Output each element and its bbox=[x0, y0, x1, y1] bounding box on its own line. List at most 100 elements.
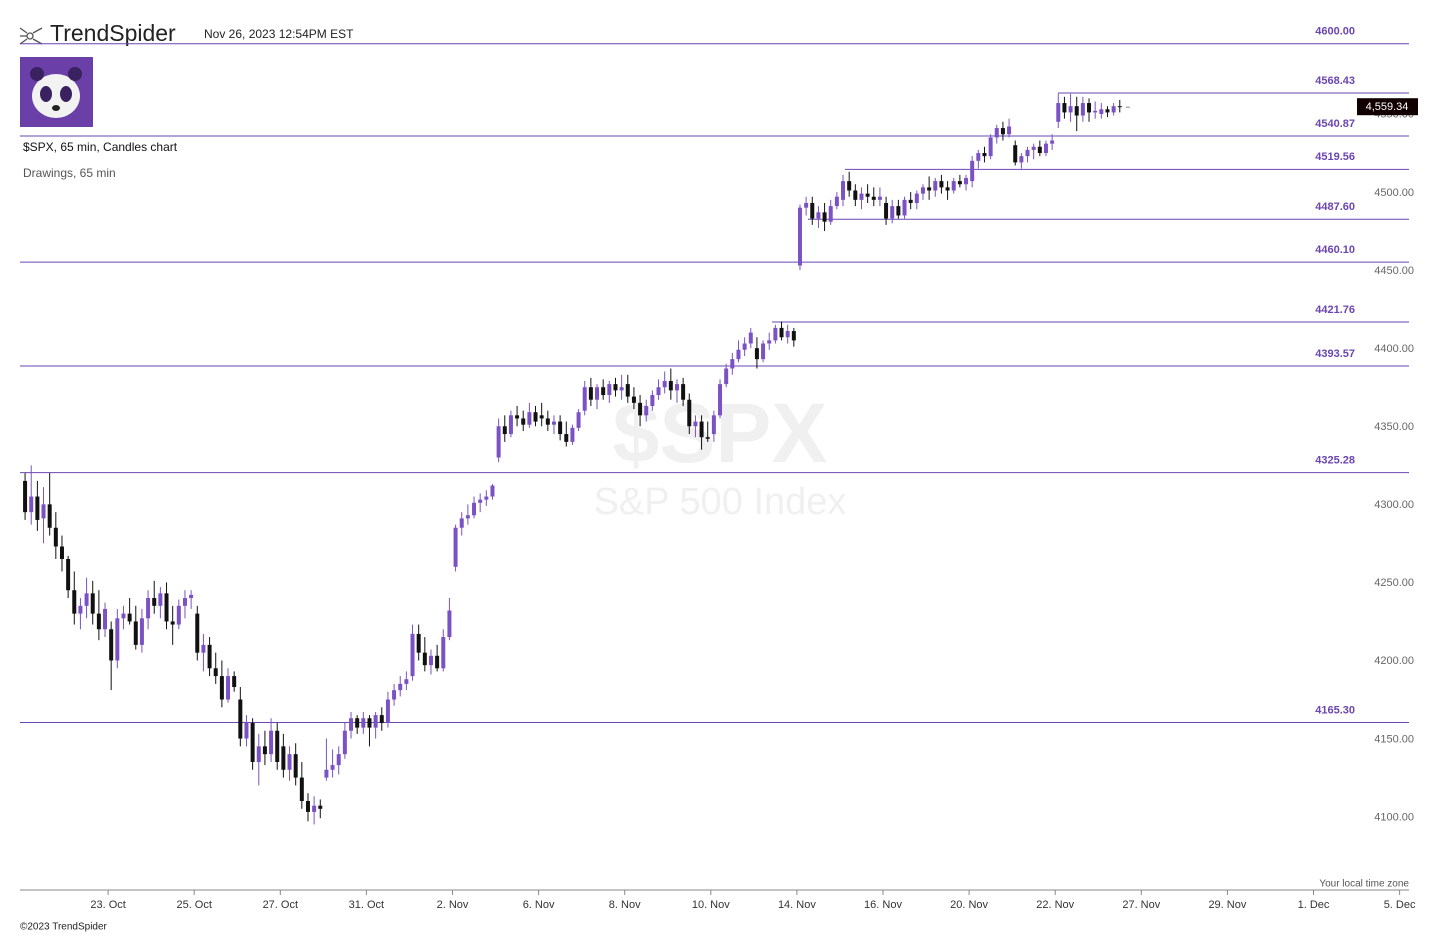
candle-body bbox=[902, 199, 907, 216]
candle-body bbox=[570, 427, 575, 442]
y-tick-label: 4250.00 bbox=[1374, 577, 1414, 589]
candle-body bbox=[299, 777, 304, 801]
candle-body bbox=[29, 496, 34, 513]
last-price-tag bbox=[1357, 98, 1418, 116]
candle-body bbox=[650, 395, 655, 406]
candle-body bbox=[736, 349, 741, 360]
candle-body bbox=[330, 765, 335, 770]
candle-body bbox=[1080, 103, 1085, 116]
y-tick-label: 4500.00 bbox=[1374, 187, 1414, 199]
candle-body bbox=[890, 206, 895, 219]
candle-body bbox=[164, 593, 169, 622]
level-label: 4519.56 bbox=[1315, 151, 1355, 163]
candle-body bbox=[871, 196, 876, 200]
watermark-name: S&P 500 Index bbox=[594, 481, 847, 523]
candle-body bbox=[644, 405, 649, 416]
candle-body bbox=[508, 415, 513, 435]
footer: ©2023 TrendSpider bbox=[20, 922, 108, 933]
candle-body bbox=[877, 196, 882, 200]
candle-body bbox=[1074, 106, 1079, 116]
candle-body bbox=[146, 598, 151, 619]
candle-body bbox=[933, 181, 938, 191]
candle-body bbox=[779, 327, 784, 338]
candle-body bbox=[416, 633, 421, 653]
candle-body bbox=[269, 730, 274, 755]
candle-body bbox=[964, 178, 969, 185]
candle-body bbox=[115, 618, 120, 661]
candle-body bbox=[668, 380, 673, 391]
candle-body bbox=[1031, 146, 1036, 150]
y-tick-label: 4150.00 bbox=[1374, 733, 1414, 745]
candle-body bbox=[834, 196, 839, 207]
candle-body bbox=[96, 613, 101, 630]
candle-body bbox=[84, 593, 89, 606]
x-tick-label: 6. Nov bbox=[523, 899, 555, 911]
candle-body bbox=[244, 722, 249, 739]
x-tick-label: 16. Nov bbox=[864, 899, 902, 911]
candle-body bbox=[656, 387, 661, 396]
candle-body bbox=[1087, 103, 1092, 113]
candle-body bbox=[822, 212, 827, 222]
candle-body bbox=[1013, 145, 1018, 163]
candle-body bbox=[1025, 149, 1030, 157]
candle-body bbox=[988, 137, 993, 157]
candle-body bbox=[226, 676, 231, 700]
brand: TrendSpider bbox=[50, 20, 176, 46]
candle-body bbox=[385, 699, 390, 723]
candle-body bbox=[78, 605, 83, 614]
candle-body bbox=[687, 399, 692, 427]
candle-body bbox=[545, 418, 550, 425]
candle-body bbox=[533, 412, 538, 422]
candle-body bbox=[847, 181, 852, 191]
candle-body bbox=[121, 613, 126, 619]
candle-body bbox=[896, 206, 901, 216]
candle-body bbox=[804, 202, 809, 208]
candle-body bbox=[459, 518, 464, 528]
candle-body bbox=[109, 629, 114, 661]
y-tick-label: 4100.00 bbox=[1374, 811, 1414, 823]
candle-body bbox=[1117, 106, 1122, 108]
level-label: 4568.43 bbox=[1315, 75, 1355, 87]
candle-body bbox=[398, 683, 403, 691]
candle-body bbox=[631, 396, 636, 403]
last-price-label: 4,559.34 bbox=[1366, 101, 1409, 113]
candle-body bbox=[435, 655, 440, 669]
candle-body bbox=[66, 558, 71, 591]
candle-body bbox=[1056, 103, 1061, 122]
candle-body bbox=[742, 343, 747, 350]
level-label: 4393.57 bbox=[1315, 348, 1355, 360]
candle-body bbox=[90, 593, 95, 614]
x-tick-label: 29. Nov bbox=[1208, 899, 1246, 911]
candle-body bbox=[558, 421, 563, 435]
candle-body bbox=[324, 769, 329, 778]
candle-body bbox=[305, 801, 310, 812]
candle-body bbox=[1037, 146, 1042, 154]
x-tick-label: 8. Nov bbox=[609, 899, 641, 911]
candle-body bbox=[41, 504, 46, 519]
candle-body bbox=[428, 655, 433, 666]
candle-body bbox=[576, 412, 581, 428]
candle-body bbox=[699, 421, 704, 438]
x-tick-label: 27. Nov bbox=[1122, 899, 1160, 911]
candle-body bbox=[613, 384, 618, 391]
candle-body bbox=[232, 676, 237, 688]
candle-body bbox=[791, 331, 796, 341]
candle-body bbox=[441, 637, 446, 669]
candle-body bbox=[318, 805, 323, 809]
level-label: 4421.76 bbox=[1315, 304, 1355, 316]
candle-body bbox=[355, 718, 360, 728]
candle-body bbox=[262, 746, 267, 755]
y-tick-label: 4400.00 bbox=[1374, 343, 1414, 355]
candle-body bbox=[908, 199, 913, 203]
candle-body bbox=[551, 421, 556, 425]
candle-body bbox=[496, 426, 501, 458]
candle-body bbox=[379, 715, 384, 723]
candle-body bbox=[773, 327, 778, 341]
candle-body bbox=[853, 190, 858, 200]
candle-body bbox=[484, 496, 489, 500]
candle-body bbox=[730, 359, 735, 369]
chart-subtitle: Drawings, 65 min bbox=[23, 166, 116, 180]
level-label: 4165.30 bbox=[1315, 704, 1355, 716]
candle-body bbox=[404, 679, 409, 684]
